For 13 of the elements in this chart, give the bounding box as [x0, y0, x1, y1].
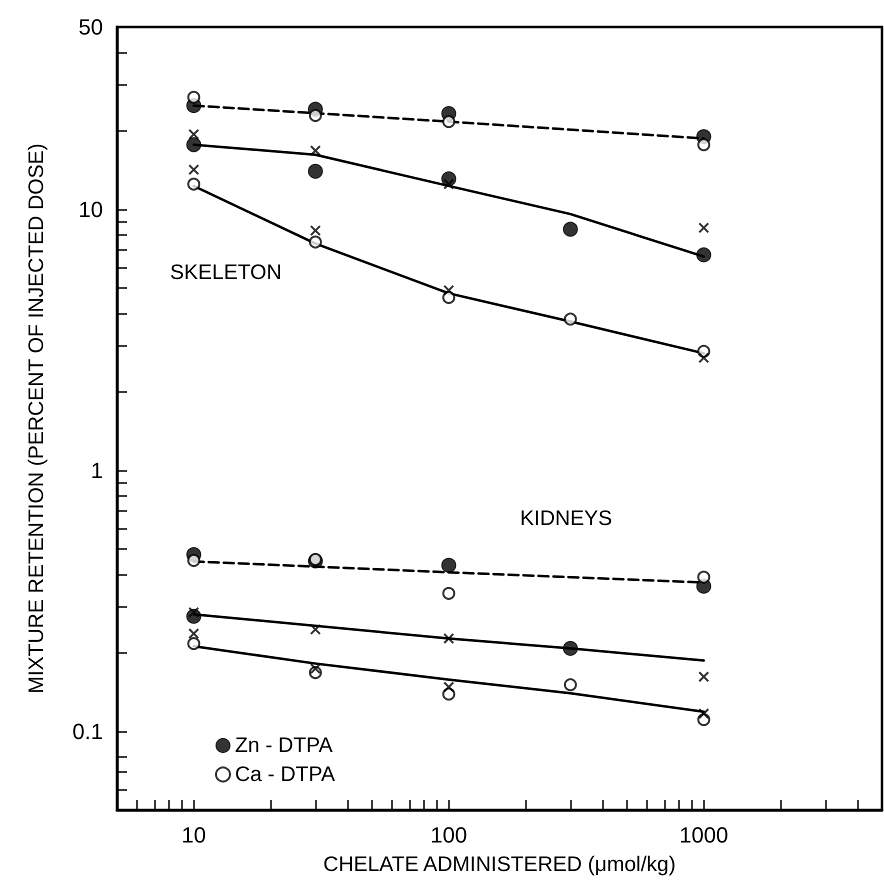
- annotation: KIDNEYS: [520, 507, 612, 530]
- y-tick-label: 50: [78, 14, 103, 40]
- y-tick-label: 10: [78, 196, 103, 222]
- y-axis-title: MIXTURE RETENTION (PERCENT OF INJECTED DOSE): [25, 143, 48, 694]
- annotation: SKELETON: [170, 261, 282, 284]
- x-tick-label: 100: [430, 822, 468, 848]
- legend-label: Ca - DTPA: [235, 763, 335, 786]
- x-axis-title: CHELATE ADMINISTERED (μmol/kg): [323, 853, 676, 876]
- x-tick-label: 1000: [679, 822, 728, 848]
- x-tick-label: 10: [182, 822, 206, 848]
- y-tick-label: 1: [90, 458, 103, 483]
- legend-label: Zn - DTPA: [235, 734, 333, 757]
- y-tick-label: 0.1: [72, 718, 103, 744]
